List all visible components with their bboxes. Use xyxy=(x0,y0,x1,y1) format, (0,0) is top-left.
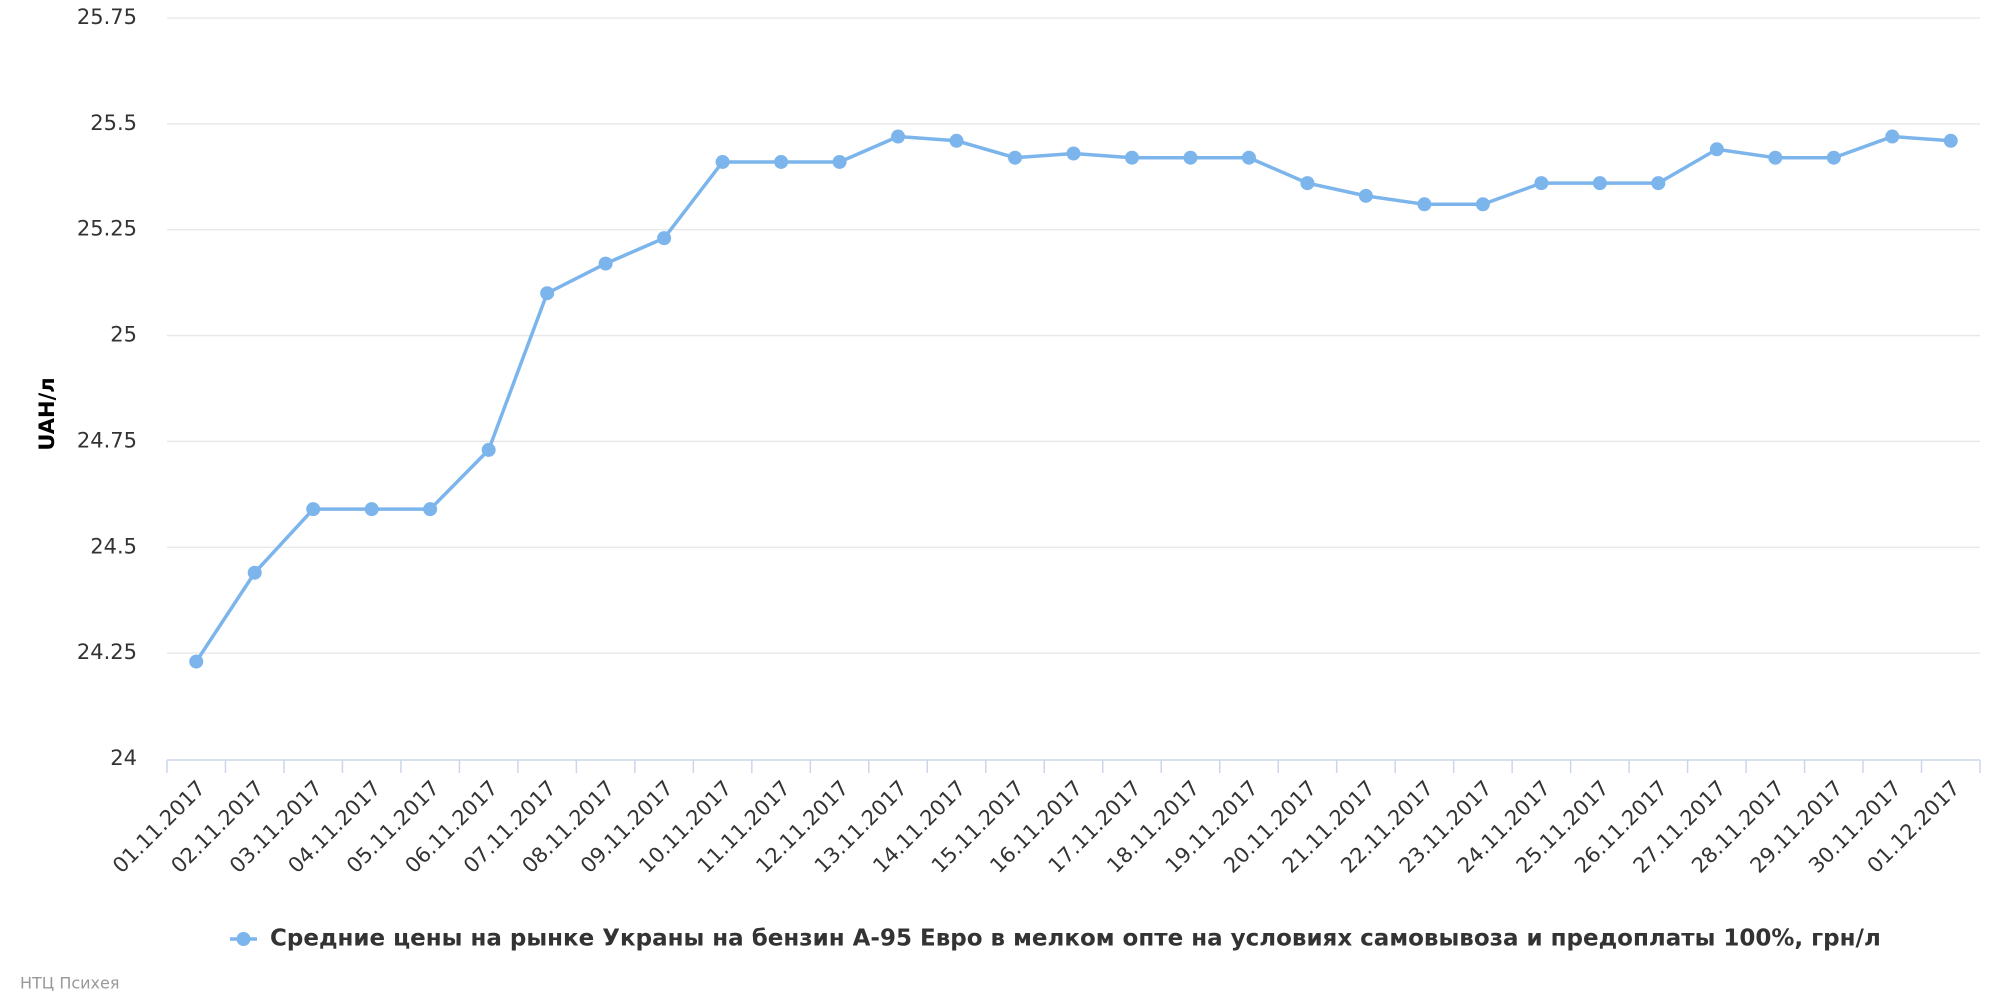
series-line xyxy=(194,134,1951,663)
data-point xyxy=(657,231,672,246)
y-tick-label: 25 xyxy=(110,323,137,347)
data-point xyxy=(1300,176,1315,191)
y-tick-label: 24.75 xyxy=(77,428,137,452)
data-point xyxy=(423,502,438,517)
y-tick-label: 25.25 xyxy=(77,217,137,241)
y-tick-label: 24 xyxy=(110,746,137,770)
data-point xyxy=(306,502,321,517)
data-point xyxy=(540,286,555,301)
y-tick-label: 24.25 xyxy=(77,640,137,664)
y-tick-label: 25.5 xyxy=(90,111,137,135)
credits: НТЦ Психея xyxy=(20,974,119,993)
data-point xyxy=(1534,176,1549,191)
data-point xyxy=(1475,197,1490,212)
data-point xyxy=(774,154,789,169)
data-point xyxy=(949,133,964,148)
y-tick-label: 25.75 xyxy=(77,5,137,29)
data-point xyxy=(1943,133,1958,148)
data-point xyxy=(1124,150,1139,165)
legend-symbol xyxy=(236,932,251,946)
data-point xyxy=(247,565,262,580)
data-point xyxy=(1417,197,1432,212)
data-point xyxy=(715,154,730,169)
data-point xyxy=(1768,150,1783,165)
data-point xyxy=(1651,176,1666,191)
data-point xyxy=(1183,150,1198,165)
legend-label: Средние цены на рынке Украны на бензин А… xyxy=(270,926,1881,952)
y-axis-label: UAH/л xyxy=(35,377,59,450)
data-point xyxy=(1709,142,1724,157)
data-point xyxy=(1358,188,1373,203)
data-point xyxy=(832,154,847,169)
data-point xyxy=(481,442,496,457)
data-point xyxy=(891,129,906,144)
data-point xyxy=(598,256,613,271)
data-point xyxy=(1826,150,1841,165)
data-point xyxy=(1592,176,1607,191)
data-point xyxy=(189,654,204,669)
data-point xyxy=(1066,146,1081,161)
y-tick-label: 24.5 xyxy=(90,534,137,558)
data-point xyxy=(364,502,379,517)
data-point xyxy=(1885,129,1900,144)
data-point xyxy=(1008,150,1023,165)
data-point xyxy=(1241,150,1256,165)
